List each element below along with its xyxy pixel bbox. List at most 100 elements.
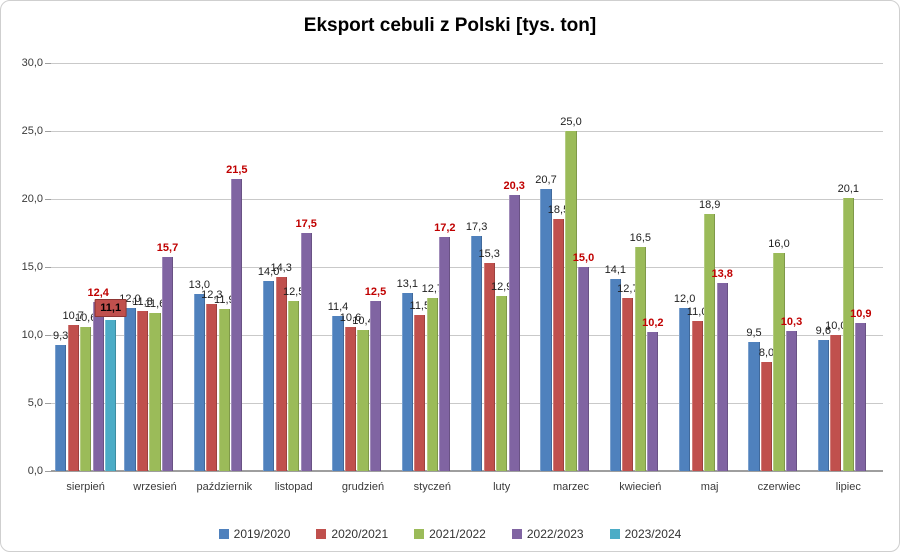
bar-label: 21,5	[226, 163, 248, 176]
bar	[552, 219, 565, 471]
bar	[300, 233, 312, 471]
legend-label: 2020/2021	[331, 527, 389, 541]
bar	[92, 302, 104, 471]
x-axis-label: czerwiec	[757, 481, 801, 493]
bar-label: 17,3	[465, 220, 488, 233]
bar	[842, 197, 854, 471]
bar	[231, 178, 243, 471]
y-axis-label: 10,0	[21, 329, 43, 341]
bar	[149, 313, 161, 471]
bar	[716, 283, 728, 471]
legend-swatch	[511, 529, 522, 539]
bar	[275, 276, 287, 471]
x-axis-label: październik	[196, 481, 253, 493]
bar	[785, 330, 798, 471]
bar	[483, 262, 495, 471]
highlight-label-box: 11,1	[94, 299, 128, 318]
legend-label: 2019/2020	[233, 527, 291, 541]
bar-label: 20,7	[535, 174, 557, 187]
bar-label: 12,0	[673, 292, 696, 305]
bar-label: 12,7	[617, 283, 639, 296]
bar	[55, 344, 67, 471]
legend-label: 2023/2024	[624, 527, 682, 541]
bar	[830, 335, 842, 471]
bar-label: 12,3	[201, 288, 223, 301]
bar	[855, 322, 867, 471]
bar-label: 16,5	[629, 231, 652, 244]
y-axis-tick	[45, 267, 51, 268]
bar-label: 20,3	[503, 179, 525, 192]
y-axis-tick	[45, 471, 51, 472]
gridline	[51, 131, 883, 132]
y-axis-label: 30,0	[21, 57, 43, 69]
bar	[218, 309, 230, 471]
bar-label: 10,7	[62, 310, 84, 323]
bar-label: 9,3	[52, 329, 69, 342]
gridline	[51, 335, 883, 336]
chart-title: Eksport cebuli z Polski [tys. ton]	[303, 15, 597, 36]
bar	[426, 298, 438, 471]
legend-swatch	[218, 529, 229, 539]
bar-label: 13,0	[188, 279, 211, 292]
legend-swatch	[609, 529, 620, 539]
legend-label: 2021/2022	[429, 527, 486, 541]
x-axis-label: marzec	[552, 481, 590, 493]
bar	[357, 329, 369, 471]
bar	[288, 301, 300, 471]
bar	[817, 340, 829, 471]
x-axis-label: wrzesień	[133, 481, 177, 493]
legend-swatch	[414, 529, 425, 539]
bar	[124, 307, 136, 471]
bar	[634, 246, 646, 471]
bar	[691, 321, 703, 471]
bar-label: 8,0	[758, 347, 775, 360]
bar-label: 11,5	[409, 299, 431, 312]
bar	[773, 253, 785, 471]
bar-label: 9,5	[746, 326, 762, 339]
x-axis-line	[51, 470, 883, 472]
bar-label: 15,3	[478, 247, 500, 260]
bar-label: 17,2	[434, 222, 456, 235]
bar	[369, 301, 382, 471]
legend-label: 2022/2023	[526, 527, 584, 541]
bar-label: 11,0	[686, 306, 708, 319]
y-axis-label: 15,0	[21, 261, 43, 273]
legend-swatch	[316, 529, 327, 539]
y-axis-tick	[45, 335, 51, 336]
legend-item: 2020/2021	[316, 527, 388, 541]
bar	[136, 310, 149, 471]
bar-label: 13,8	[711, 268, 733, 281]
bar-label: 12,9	[490, 280, 513, 293]
bar	[344, 326, 357, 471]
bar-label: 11,4	[327, 300, 349, 313]
bar	[263, 280, 275, 471]
bar-label: 11,6	[144, 298, 166, 311]
x-axis-label: lipiec	[835, 481, 861, 493]
bar	[332, 315, 344, 471]
bar-label: 10,4	[352, 314, 374, 327]
y-axis-label: 5,0	[27, 397, 43, 409]
bar	[105, 320, 117, 471]
bar	[80, 326, 92, 471]
bar	[540, 189, 552, 471]
x-axis-label: kwiecień	[619, 481, 662, 493]
bar	[760, 362, 773, 471]
legend: 2019/2020 2020/2021 2021/2022 2022/2023 2023…	[1, 527, 899, 541]
legend-item: 2022/2023	[511, 527, 584, 541]
bar-label: 10,9	[850, 307, 872, 320]
y-axis-tick	[45, 403, 51, 404]
bar-label: 14,0	[257, 265, 280, 278]
bar	[206, 303, 218, 471]
bar	[748, 341, 760, 471]
bar-label: 10,6	[339, 311, 362, 324]
bar-label: 15,7	[156, 242, 179, 255]
x-axis-label: sierpień	[66, 481, 105, 493]
bar-label: 9,6	[815, 325, 831, 338]
gridline	[51, 63, 883, 64]
y-axis-label: 20,0	[21, 193, 43, 205]
y-axis-label: 25,0	[21, 125, 43, 137]
bar-label: 13,1	[396, 277, 419, 290]
bar	[647, 332, 659, 471]
bar-label: 14,3	[270, 261, 292, 274]
